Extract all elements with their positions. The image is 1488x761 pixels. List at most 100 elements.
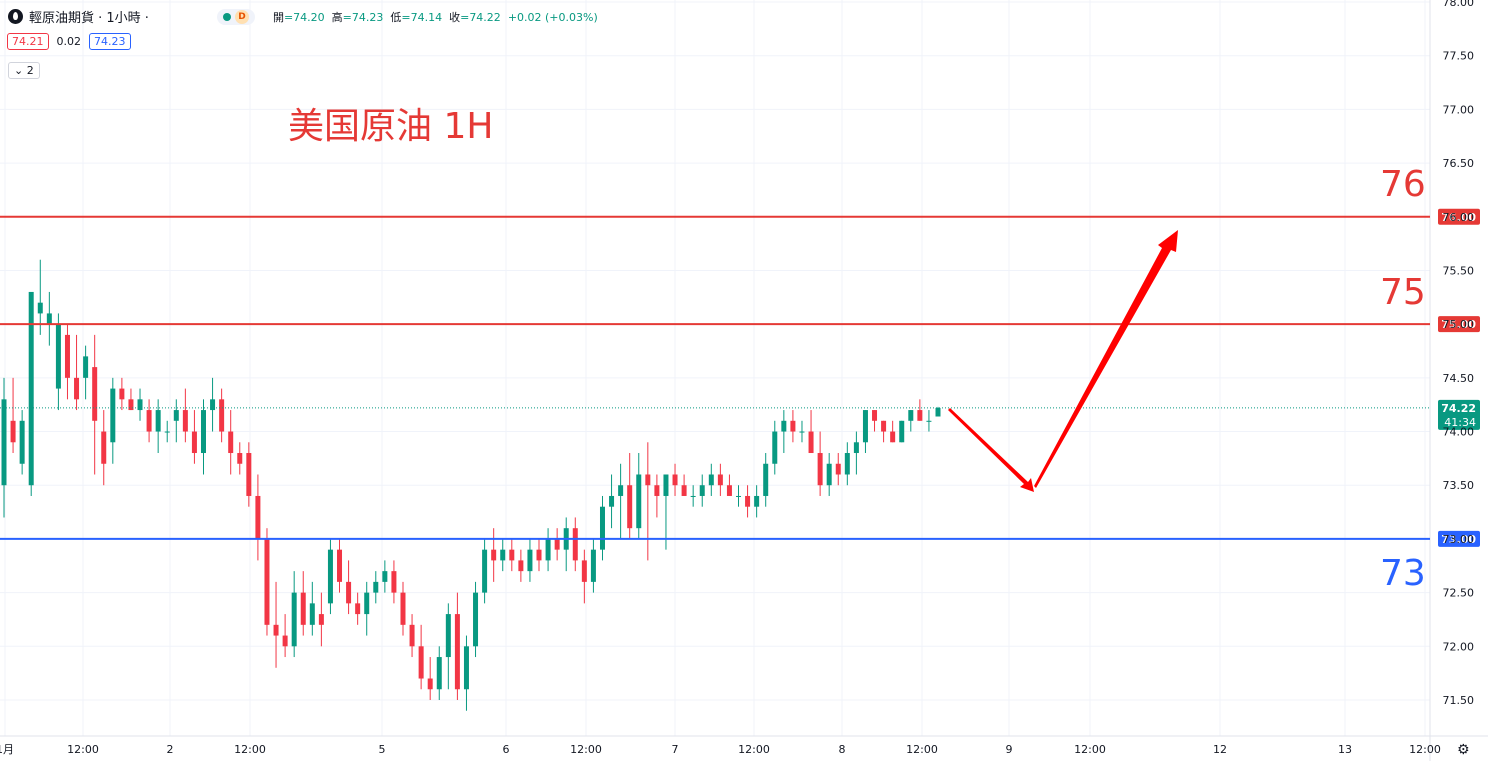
time-tick-label: 12:00 <box>1074 743 1106 756</box>
candle-body <box>436 657 442 690</box>
candle-body <box>219 399 225 432</box>
annotation-73: 73 <box>1380 553 1426 594</box>
candle-body <box>64 334 70 378</box>
price-tick-label: 73.50 <box>1443 479 1475 492</box>
candle-body <box>355 603 361 615</box>
bid-button[interactable]: 74.21 <box>7 33 49 50</box>
symbol-title[interactable]: 輕原油期貨 · 1小時 · <box>29 11 149 26</box>
candle-body <box>609 495 615 507</box>
candle-body <box>491 549 497 561</box>
candle-body <box>191 431 197 454</box>
candle-body <box>799 431 805 433</box>
candle-body <box>346 581 352 604</box>
candle-body <box>327 549 333 604</box>
gear-icon[interactable]: ⚙ <box>1457 742 1470 758</box>
candle-body <box>736 495 742 497</box>
candle-body <box>899 420 905 443</box>
candle-body <box>545 538 551 561</box>
projection-arrows <box>948 230 1178 492</box>
candle-body <box>282 635 288 647</box>
candle-body <box>817 453 823 486</box>
annotation-title: 美国原油 1H <box>288 106 493 147</box>
candle-body <box>808 431 814 454</box>
market-status-pill[interactable]: D <box>216 8 255 25</box>
candle-body <box>890 431 896 443</box>
candle-body <box>37 302 43 314</box>
candle-body <box>391 571 397 593</box>
time-axis[interactable]: 1月 12:00 2 12:00 5 6 12:00 7 12:00 8 12:00 9 12:00 12… <box>0 743 1441 756</box>
candle-body <box>255 495 261 539</box>
candle-body <box>246 453 252 496</box>
price-label: 73.00 <box>1441 533 1476 546</box>
ask-button[interactable]: 74.23 <box>89 33 131 50</box>
candle-body <box>482 549 488 593</box>
candle-body <box>463 646 469 690</box>
candle-body <box>83 356 89 378</box>
price-tick-label: 74.50 <box>1443 372 1475 385</box>
spread-value: 0.02 <box>56 35 82 48</box>
candle-body <box>926 420 932 422</box>
chart-header: 輕原油期貨 · 1小時 · D 開=74.20 高=74.23 低=74.14 … <box>8 7 598 26</box>
candle-body <box>373 581 379 593</box>
candle-body <box>790 420 796 432</box>
candle-body <box>28 291 34 486</box>
candle-body <box>536 549 542 561</box>
candle-body <box>500 549 506 561</box>
candle-body <box>182 410 188 432</box>
candle-body <box>119 388 125 400</box>
candle-body <box>572 528 578 561</box>
candle-body <box>418 646 424 679</box>
candle-body <box>645 474 651 486</box>
current-price-label-bg <box>1438 399 1480 430</box>
indicators-toggle[interactable]: ⌄ 2 <box>8 62 40 79</box>
candle-body <box>364 592 370 615</box>
candle-body <box>726 485 732 496</box>
candle-body <box>101 431 107 464</box>
price-label-bg <box>1438 530 1480 547</box>
candle-body <box>527 549 533 572</box>
candle-body <box>155 410 161 432</box>
candle-body <box>273 624 279 636</box>
price-label: 75.00 <box>1441 318 1476 331</box>
candle-body <box>200 410 206 454</box>
candle-body <box>690 495 696 497</box>
candle-body <box>745 495 751 507</box>
candle-body <box>917 410 923 421</box>
time-tick-label: 12:00 <box>738 743 770 756</box>
price-tick-label: 72.00 <box>1443 640 1475 653</box>
time-tick-label: 12:00 <box>67 743 99 756</box>
candle-body <box>862 410 868 443</box>
price-axis[interactable]: 78.00 77.50 77.00 76.50 76.00 75.50 75.00 74.50… <box>1443 0 1475 707</box>
price-tick-label: 73.00 <box>1443 533 1475 546</box>
price-tick-label: 71.50 <box>1443 694 1475 707</box>
price-label-bg <box>1438 208 1480 225</box>
time-tick-label: 6 <box>503 743 510 756</box>
candle-body <box>935 407 941 417</box>
candle-body <box>772 431 778 464</box>
candle-body <box>1 399 7 486</box>
oil-drop-icon <box>8 9 23 24</box>
time-tick-label: 8 <box>839 743 846 756</box>
candle-body <box>164 431 170 433</box>
annotation-76: 76 <box>1380 164 1426 205</box>
candle-body <box>400 592 406 625</box>
time-tick-label: 12:00 <box>1409 743 1441 756</box>
candle-body <box>173 410 179 421</box>
candle-body <box>781 420 787 432</box>
candle-body <box>137 399 143 411</box>
candle-body <box>237 453 243 464</box>
price-tick-label: 76.50 <box>1443 157 1475 170</box>
candle-body <box>318 614 324 625</box>
candle-body <box>681 485 687 496</box>
time-tick-label: 12:00 <box>906 743 938 756</box>
candle-body <box>210 399 216 411</box>
price-tick-label: 75.00 <box>1443 318 1475 331</box>
annotation-75: 75 <box>1380 272 1426 313</box>
candle-body <box>554 538 560 550</box>
candle-body <box>146 410 152 432</box>
candle-body <box>627 485 633 529</box>
candle-body <box>291 592 297 647</box>
